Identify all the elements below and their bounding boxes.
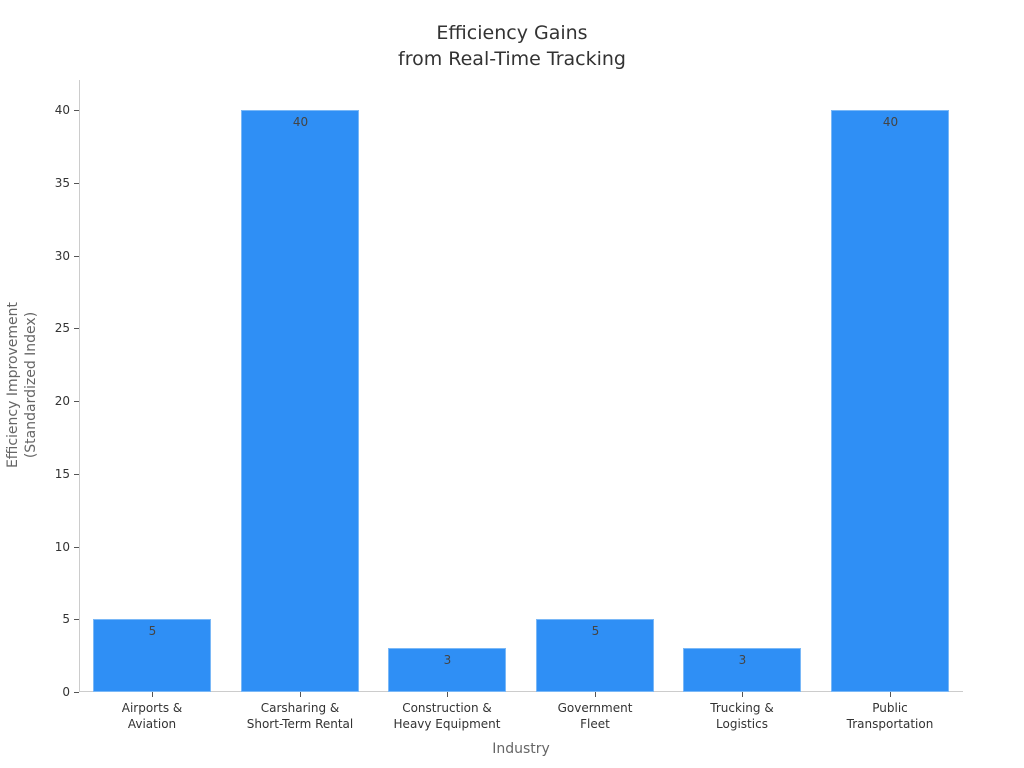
y-tick-mark bbox=[74, 183, 79, 184]
x-tick-label: Airports & Aviation bbox=[77, 700, 227, 732]
x-tick-mark bbox=[742, 692, 743, 697]
y-tick-mark bbox=[74, 547, 79, 548]
bar-value-label: 3 bbox=[738, 653, 747, 668]
bar-value-label: 5 bbox=[148, 624, 157, 639]
bar bbox=[831, 110, 949, 692]
x-tick-label-line: Fleet bbox=[580, 717, 610, 731]
y-tick-label: 10 bbox=[54, 540, 70, 554]
bar-value-label: 40 bbox=[882, 115, 899, 129]
bar-value-label: 5 bbox=[591, 624, 600, 639]
y-tick-label: 30 bbox=[54, 249, 70, 263]
bar-value-label: 40 bbox=[292, 115, 309, 129]
chart-title-line-1: Efficiency Gains bbox=[436, 22, 588, 44]
y-tick-label: 5 bbox=[62, 612, 70, 626]
y-tick-mark bbox=[74, 110, 79, 111]
y-tick-mark bbox=[74, 256, 79, 257]
x-tick-label-line: Transportation bbox=[846, 717, 934, 731]
x-axis-title: Industry bbox=[492, 741, 550, 757]
bar bbox=[241, 110, 359, 692]
x-tick-label-line: Heavy Equipment bbox=[393, 717, 501, 731]
x-tick-label: Carsharing & Short-Term Rental bbox=[225, 700, 375, 732]
x-tick-label-line: Logistics bbox=[716, 717, 768, 731]
bar-value-label: 3 bbox=[443, 653, 452, 668]
y-tick-mark bbox=[74, 328, 79, 329]
y-tick-label: 25 bbox=[54, 321, 70, 335]
y-tick-label: 40 bbox=[54, 103, 70, 117]
y-axis-line bbox=[79, 80, 80, 692]
bar bbox=[536, 619, 654, 692]
x-tick-label-line: Short-Term Rental bbox=[246, 717, 354, 731]
x-tick-label-line: Government bbox=[557, 701, 633, 715]
x-tick-label-line: Carsharing & bbox=[260, 701, 340, 715]
bar bbox=[388, 648, 506, 692]
x-tick-label-line: Construction & bbox=[402, 701, 492, 715]
x-tick-label-line: Public bbox=[872, 701, 908, 715]
bar bbox=[93, 619, 211, 692]
y-tick-label: 0 bbox=[62, 685, 70, 699]
y-tick-label: 15 bbox=[54, 467, 70, 481]
y-tick-mark bbox=[74, 692, 79, 693]
x-axis-line bbox=[79, 691, 963, 692]
x-tick-mark bbox=[152, 692, 153, 697]
x-tick-label-line: Aviation bbox=[127, 717, 177, 731]
x-tick-mark bbox=[595, 692, 596, 697]
x-tick-label: Government Fleet bbox=[520, 700, 670, 732]
bar bbox=[683, 648, 801, 692]
x-tick-mark bbox=[300, 692, 301, 697]
x-tick-label: Trucking & Logistics bbox=[667, 700, 817, 732]
y-tick-mark bbox=[74, 401, 79, 402]
y-tick-mark bbox=[74, 474, 79, 475]
y-tick-mark bbox=[74, 619, 79, 620]
y-tick-label: 20 bbox=[54, 394, 70, 408]
x-tick-mark bbox=[447, 692, 448, 697]
x-tick-label: Public Transportation bbox=[815, 700, 965, 732]
x-tick-label-line: Trucking & bbox=[710, 701, 774, 715]
x-tick-mark bbox=[890, 692, 891, 697]
x-tick-label: Construction & Heavy Equipment bbox=[372, 700, 522, 732]
chart-title-line-2: from Real-Time Tracking bbox=[398, 48, 626, 70]
x-tick-label-line: Airports & bbox=[121, 701, 183, 715]
y-tick-label: 35 bbox=[54, 176, 70, 190]
